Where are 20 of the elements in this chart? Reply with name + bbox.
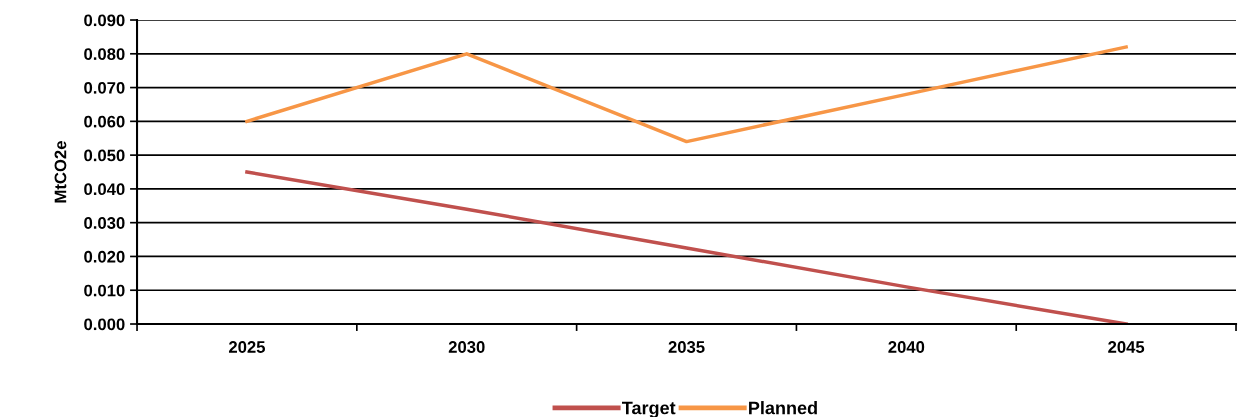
y-tick-label: 0.090	[84, 14, 125, 27]
x-tick-label: 2030	[448, 341, 485, 353]
y-tick-label: 0.050	[84, 149, 125, 162]
x-tick-label: 2045	[1108, 341, 1145, 353]
x-tick-label: 2025	[228, 341, 266, 353]
x-tick-label: 2040	[888, 341, 925, 353]
x-tick-label: 2035	[668, 341, 705, 353]
y-tick-label: 0.010	[84, 284, 125, 297]
y-tick-label: 0.030	[84, 217, 125, 229]
y-tick-label: 0.040	[84, 183, 125, 196]
line-series	[245, 170, 1128, 325]
y-tick-label: 0.000	[84, 318, 125, 331]
y-tick-label: 0.070	[84, 81, 125, 94]
y-tick-label: 0.020	[84, 250, 125, 263]
legend-label: Target	[621, 401, 676, 417]
y-tick-label: 0.080	[84, 48, 125, 60]
legend-label: Planned	[749, 401, 817, 415]
line-series	[245, 45, 1128, 144]
y-axis-title: MtCO2e	[54, 141, 67, 203]
y-tick-label: 0.060	[84, 115, 125, 128]
